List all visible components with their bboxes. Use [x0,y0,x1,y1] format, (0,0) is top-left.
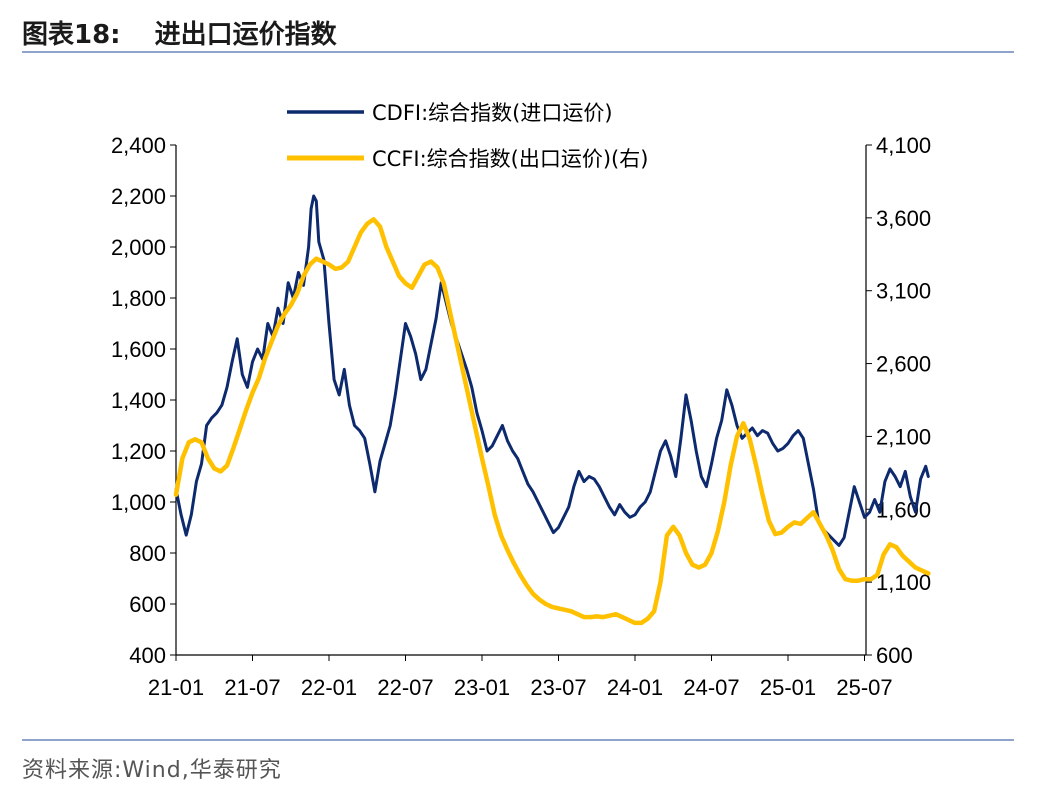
left-tick-label: 2,000 [111,235,166,260]
x-tick-label: 24-01 [607,675,663,700]
right-tick-label: 1,600 [876,497,931,522]
right-tick-label: 1,100 [876,570,931,595]
chart-title: 进出口运价指数 [154,20,337,50]
left-tick-label: 2,200 [111,184,166,209]
figure-label: 图表18: [22,20,121,50]
right-tick-label: 2,100 [876,424,931,449]
x-tick-label: 22-01 [301,675,357,700]
right-tick-label: 3,100 [876,279,931,304]
series-layer [173,194,931,626]
left-tick-label: 600 [129,592,166,617]
x-tick-label: 23-07 [530,675,586,700]
x-tick-label: 24-07 [683,675,739,700]
left-tick-label: 1,000 [111,490,166,515]
cdfi-import-series-line [174,194,930,547]
x-tick-label: 22-07 [377,675,433,700]
right-tick-label: 2,600 [876,352,931,377]
ccfi-export-series-line [173,217,931,626]
x-tick-label: 25-01 [760,675,816,700]
freight-index-chart: 400 600 800 1,000 1,200 1,400 1,600 1,800 2,000 2… [111,101,931,700]
left-tick-label: 400 [129,643,166,668]
legend: CDFI:综合指数(进口运价) CCFI:综合指数(出口运价)(右) [287,101,648,171]
left-tick-label: 1,200 [111,439,166,464]
figure-title: 图表18: 进出口运价指数 [22,14,337,51]
x-tick-label: 23-01 [454,675,510,700]
x-tick-label: 25-07 [836,675,892,700]
legend-label-ccfi: CCFI:综合指数(出口运价)(右) [372,147,648,171]
title-divider [22,51,1014,53]
legend-label-cdfi: CDFI:综合指数(进口运价) [372,101,613,125]
right-tick-label: 4,100 [876,133,931,158]
x-tick-label: 21-01 [148,675,204,700]
right-tick-label: 600 [876,643,913,668]
left-tick-label: 1,400 [111,388,166,413]
footer-divider [22,739,1014,741]
source-note: 资料来源:Wind,华泰研究 [22,758,282,783]
left-tick-label: 800 [129,541,166,566]
x-tick-label: 21-07 [224,675,280,700]
left-tick-label: 1,600 [111,337,166,362]
left-tick-label: 1,800 [111,286,166,311]
left-tick-label: 2,400 [111,133,166,158]
right-tick-label: 3,600 [876,206,931,231]
axes: 400 600 800 1,000 1,200 1,400 1,600 1,800 2,000 2… [111,133,931,700]
